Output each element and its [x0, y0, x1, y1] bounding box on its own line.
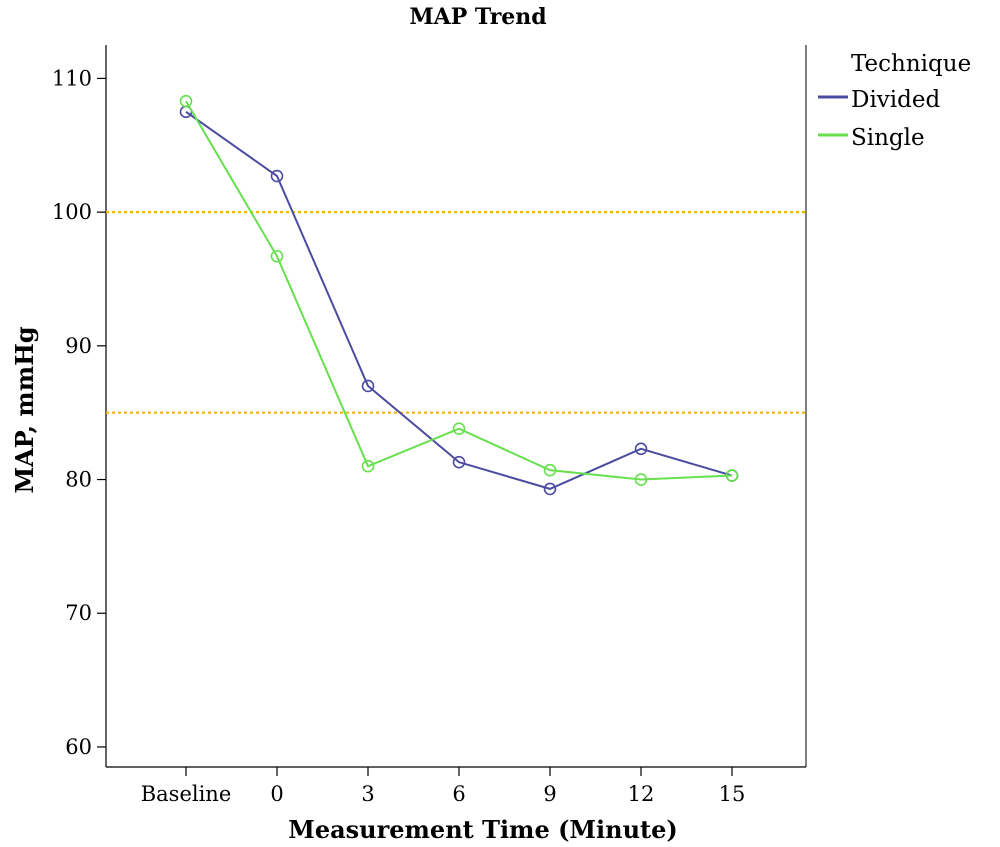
data-point-single — [543, 463, 557, 477]
y-tick-label: 80 — [65, 468, 92, 492]
series-line-single — [185, 100, 733, 481]
data-point-divided — [361, 379, 375, 393]
y-tick-label: 70 — [65, 601, 92, 625]
data-point-divided — [270, 169, 284, 183]
series-line-divided — [185, 111, 733, 490]
y-tick-label: 60 — [65, 735, 92, 759]
chart-title: MAP Trend — [409, 4, 546, 30]
data-point-single — [361, 459, 375, 473]
data-point-single — [452, 422, 466, 436]
reference-lines — [106, 211, 806, 414]
y-tick-label: 110 — [52, 66, 92, 90]
data-point-divided — [543, 482, 557, 496]
x-tick-label: 15 — [719, 782, 746, 806]
legend-label-divided: Divided — [851, 87, 940, 113]
data-point-single — [725, 469, 739, 482]
x-tick-label: 0 — [270, 782, 283, 806]
y-axis-title: MAP, mmHg — [10, 326, 39, 493]
legend-label-single: Single — [851, 125, 925, 151]
data-point-single — [270, 249, 284, 263]
x-tick-label: 12 — [628, 782, 655, 806]
series-layer — [179, 94, 739, 496]
x-tick-label: 3 — [361, 782, 374, 806]
x-tick-label: Baseline — [141, 782, 232, 806]
data-point-single — [634, 473, 648, 486]
y-tick-label: 90 — [65, 334, 92, 358]
legend: Technique Divided Single — [818, 51, 971, 151]
data-point-divided — [452, 455, 466, 469]
x-axis-title: Measurement Time (Minute) — [288, 815, 677, 844]
y-tick-label: 100 — [52, 200, 92, 224]
plot-frame — [105, 45, 807, 768]
data-point-divided — [634, 442, 648, 456]
x-tick-label: 9 — [543, 782, 556, 806]
y-ticks: 60 70 80 90 100 110 — [52, 66, 106, 759]
legend-title: Technique — [851, 51, 971, 77]
x-ticks: Baseline 0 3 6 9 12 15 — [141, 767, 746, 806]
data-point-single — [179, 94, 193, 108]
x-tick-label: 6 — [452, 782, 465, 806]
